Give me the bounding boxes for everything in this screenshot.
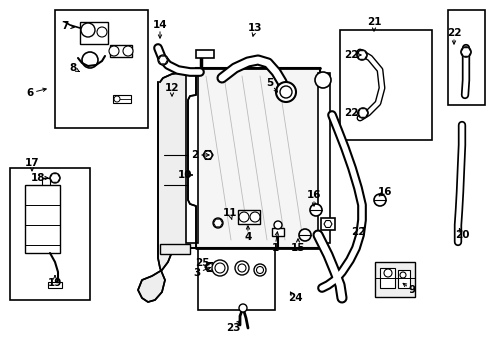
Text: 11: 11 [223,208,237,218]
Polygon shape [203,151,213,159]
Circle shape [383,269,391,277]
Circle shape [399,272,405,278]
Bar [113,95,131,103]
Polygon shape [460,48,470,56]
Polygon shape [50,174,60,182]
Bar [80,22,108,44]
Text: 25: 25 [194,258,209,268]
Circle shape [212,260,227,276]
Circle shape [50,173,60,183]
Circle shape [253,264,265,276]
Text: 22: 22 [446,28,460,38]
Text: 20: 20 [454,230,468,240]
Circle shape [97,27,107,37]
Polygon shape [357,109,367,117]
Polygon shape [138,72,196,302]
Circle shape [275,82,295,102]
Text: 23: 23 [225,323,240,333]
Text: 16: 16 [377,187,391,197]
Circle shape [109,46,119,56]
Circle shape [373,194,385,206]
Polygon shape [213,219,222,227]
Text: 5: 5 [266,78,273,88]
Polygon shape [356,51,366,59]
Bar [397,270,409,288]
Bar [196,68,319,248]
Bar [55,10,148,128]
Circle shape [460,47,470,57]
Circle shape [81,23,95,37]
Bar [320,218,334,230]
Circle shape [249,212,260,222]
Bar [110,45,132,57]
Text: 18: 18 [31,173,45,183]
Bar [25,185,60,253]
Text: 14: 14 [152,20,167,30]
Text: 9: 9 [407,285,415,295]
Circle shape [309,204,321,216]
Bar [160,244,190,254]
Text: 22: 22 [350,227,365,237]
Text: 15: 15 [290,243,305,253]
Text: 6: 6 [26,88,34,98]
Circle shape [239,304,246,312]
Text: 22: 22 [343,50,358,60]
Text: 3: 3 [193,268,200,278]
Text: 13: 13 [247,23,262,33]
Circle shape [280,86,291,98]
Bar [185,73,198,243]
Text: 10: 10 [177,170,192,180]
Text: 17: 17 [24,158,39,168]
Bar [339,30,431,140]
Text: 22: 22 [343,108,358,118]
Circle shape [213,218,223,228]
Bar [198,248,274,310]
Bar [447,10,484,105]
Text: 21: 21 [366,17,381,27]
Circle shape [273,221,282,229]
Circle shape [235,261,248,275]
Circle shape [239,212,248,222]
Polygon shape [204,263,215,271]
Circle shape [357,108,367,118]
Circle shape [114,96,120,102]
Bar [196,50,214,58]
Circle shape [256,266,263,274]
Circle shape [314,72,330,88]
Text: 8: 8 [69,63,77,73]
Polygon shape [324,221,331,228]
Bar [278,88,289,98]
Polygon shape [158,56,167,64]
Circle shape [206,264,213,270]
Circle shape [203,151,212,159]
Text: 1: 1 [271,243,278,253]
Bar [48,282,62,288]
Circle shape [298,229,310,241]
Bar [271,228,284,236]
Bar [317,73,329,243]
Circle shape [356,50,366,60]
Text: 19: 19 [48,278,62,288]
Circle shape [215,263,224,273]
Text: 7: 7 [61,21,68,31]
Bar [374,262,414,297]
Circle shape [158,55,168,65]
Text: 12: 12 [164,83,179,93]
Bar [238,210,260,224]
Circle shape [123,46,133,56]
Text: 16: 16 [306,190,321,200]
Bar [10,168,90,300]
Bar [379,268,394,288]
Text: 24: 24 [287,293,302,303]
Text: 4: 4 [244,232,251,242]
Text: 2: 2 [191,150,198,160]
Circle shape [238,264,245,272]
